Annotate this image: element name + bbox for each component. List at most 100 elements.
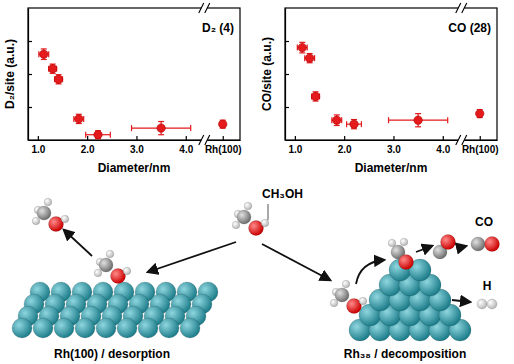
- x-tick-label: 4.0: [179, 144, 193, 155]
- arrow: [416, 246, 432, 252]
- point: [350, 120, 358, 128]
- point: [48, 65, 56, 73]
- y-tick: [285, 107, 289, 108]
- atom: [117, 318, 137, 338]
- x-tick-mark: [344, 136, 345, 140]
- atom: [261, 219, 269, 227]
- x-error-cap: [314, 55, 315, 61]
- atom: [237, 210, 251, 224]
- x-tick: Rh(100): [462, 136, 499, 155]
- atom: [99, 258, 113, 272]
- chart: 1.02.03.04.0Rh(100)CO (28)Diameter/nmCO/…: [257, 0, 514, 180]
- marks: [297, 42, 484, 128]
- surface-label: Rh(100) / desorption: [54, 347, 170, 361]
- axis-break-line: [462, 135, 467, 145]
- x-tick-mark: [295, 136, 296, 140]
- x-tick: 2.0: [81, 136, 95, 155]
- atom: [96, 318, 116, 338]
- y-tick-mark: [285, 41, 289, 42]
- atom: [485, 237, 500, 252]
- x-axis-title: Diameter/nm: [98, 161, 171, 175]
- point: [157, 124, 165, 132]
- x-axis-title: Diameter/nm: [355, 161, 428, 175]
- axis-break-line: [456, 135, 461, 145]
- atom: [159, 318, 179, 338]
- x-tick-label: Rh(100): [205, 144, 242, 155]
- axis-break-gap: [201, 3, 207, 13]
- x-tick-mark: [393, 136, 394, 140]
- x-error-cap: [304, 55, 305, 61]
- x-tick-label: 3.0: [130, 144, 144, 155]
- axis-break-line: [462, 3, 467, 13]
- co-product: [471, 237, 500, 252]
- axis-break: [456, 135, 467, 145]
- point: [219, 120, 227, 128]
- rh100-slab: [12, 282, 218, 338]
- atom: [399, 255, 414, 270]
- methanol: [32, 198, 69, 231]
- x-tick-label: 2.0: [338, 144, 352, 155]
- scheme: CH₃OHCOHRh(100) / desorptionRh₃₈ / decom…: [0, 180, 514, 364]
- x-tick-mark: [223, 136, 224, 140]
- y-error-cap: [299, 42, 305, 43]
- arrow: [356, 260, 384, 284]
- x-tick: 4.0: [436, 136, 450, 155]
- atom: [138, 318, 158, 338]
- axis-break-line: [456, 3, 461, 13]
- x-tick-mark: [480, 136, 481, 140]
- atom: [388, 239, 396, 247]
- methanol: [94, 250, 131, 283]
- y-error-cap: [158, 134, 164, 135]
- arrow: [458, 246, 466, 248]
- atom: [94, 269, 102, 277]
- x-tick-mark: [87, 136, 88, 140]
- chart: 1.02.03.04.0Rh(100)D₂ (4)Diameter/nmD₂/s…: [0, 0, 257, 180]
- atom: [487, 299, 497, 309]
- atom: [342, 280, 350, 288]
- marks: [39, 49, 227, 139]
- x-error-cap: [83, 116, 84, 122]
- x-error-cap: [331, 117, 332, 123]
- axis-break-line: [199, 3, 204, 13]
- h2-product: [477, 299, 497, 309]
- x-error-cap: [48, 51, 49, 57]
- x-error-cap: [346, 121, 347, 127]
- methanol: [232, 202, 269, 235]
- point: [476, 109, 484, 117]
- x-error-cap: [190, 125, 191, 131]
- y-error-cap: [334, 114, 340, 115]
- point: [414, 116, 422, 124]
- x-tick: Rh(100): [205, 136, 242, 155]
- arrow: [148, 242, 236, 272]
- x-tick: 4.0: [179, 136, 193, 155]
- atom: [33, 318, 53, 338]
- atom: [123, 267, 131, 275]
- atom: [75, 318, 95, 338]
- x-tick-mark: [443, 136, 444, 140]
- molecule-label: CH₃OH: [262, 187, 303, 201]
- y-tick-mark: [285, 74, 289, 75]
- x-error-cap: [131, 125, 132, 131]
- x-tick-label: Rh(100): [462, 144, 499, 155]
- x-tick: 1.0: [288, 136, 302, 155]
- point: [94, 131, 102, 139]
- atom: [441, 235, 456, 250]
- diagram: CH₃OHCOHRh(100) / desorptionRh₃₈ / decom…: [0, 180, 514, 364]
- y-error-cap: [41, 48, 47, 49]
- point: [54, 75, 62, 83]
- plot: 1.02.03.04.0Rh(100)D₂ (4): [28, 3, 242, 155]
- point: [75, 115, 83, 123]
- atom: [335, 288, 349, 302]
- x-error-cap: [307, 45, 308, 51]
- x-tick: 1.0: [31, 136, 45, 155]
- x-tick-mark: [38, 136, 39, 140]
- x-axis: 1.02.03.04.0Rh(100): [286, 136, 499, 155]
- atom: [106, 250, 114, 258]
- x-tick: 3.0: [130, 136, 144, 155]
- point: [298, 43, 306, 51]
- y-axis-title: D₂/site (a.u.): [3, 39, 17, 109]
- chart-row: 1.02.03.04.0Rh(100)D₂ (4)Diameter/nmD₂/s…: [0, 0, 514, 180]
- x-tick: 2.0: [338, 136, 352, 155]
- x-tick-mark: [186, 136, 187, 140]
- axis-break-line: [205, 135, 210, 145]
